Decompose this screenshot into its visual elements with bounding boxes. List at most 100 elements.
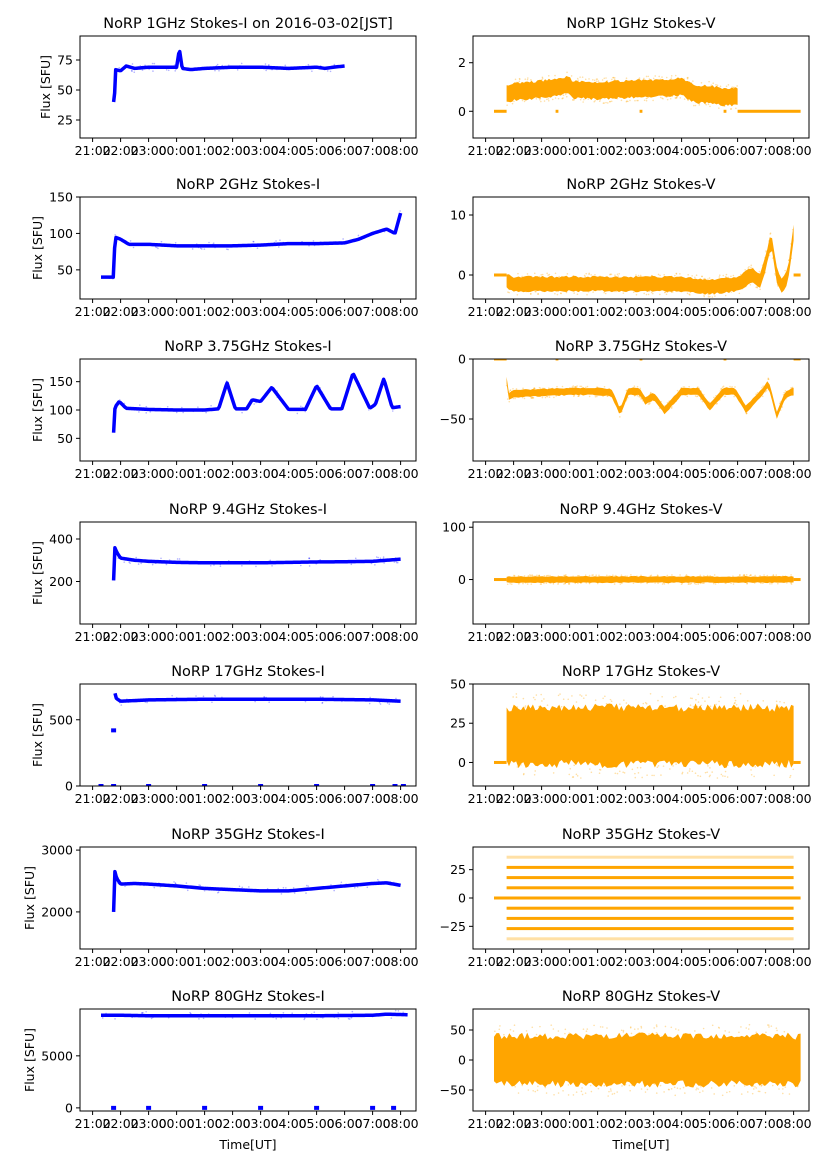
- data-point: [750, 264, 753, 267]
- data-point: [543, 575, 546, 577]
- x-tick-label: 21:00: [75, 791, 111, 806]
- data-point: [624, 1083, 626, 1086]
- data-point: [657, 699, 659, 702]
- data-point: [399, 210, 401, 212]
- data-point: [117, 882, 119, 885]
- data-point: [234, 404, 236, 407]
- data-point: [590, 274, 592, 276]
- data-point: [709, 705, 712, 708]
- data-point: [240, 62, 243, 65]
- data-point: [185, 245, 188, 247]
- y-tick-label: 0: [458, 352, 466, 367]
- data-point: [350, 561, 353, 564]
- data-point: [746, 582, 748, 585]
- data-point: [687, 76, 689, 79]
- data-point: [510, 583, 513, 585]
- data-point: [603, 385, 606, 388]
- data-point: [537, 293, 539, 295]
- data-point: [716, 777, 719, 779]
- outlier-point: [258, 1105, 264, 1110]
- data-point: [525, 1030, 528, 1032]
- data-point: [544, 396, 547, 399]
- data-point: [541, 395, 544, 397]
- data-point: [313, 1011, 316, 1013]
- data-point: [602, 697, 604, 700]
- data-point: [522, 773, 525, 776]
- data-point: [670, 77, 673, 79]
- data-point: [732, 575, 734, 577]
- data-point: [709, 774, 711, 777]
- data-point: [711, 1024, 714, 1027]
- data-point: [139, 65, 142, 67]
- data-point: [617, 1035, 619, 1037]
- data-point: [521, 396, 524, 399]
- data-point: [761, 386, 763, 389]
- data-point: [574, 385, 576, 388]
- y-tick-label: 150: [49, 190, 73, 205]
- data-point: [226, 67, 228, 69]
- data-point: [648, 78, 651, 80]
- data-point: [661, 76, 663, 78]
- data-point: [278, 244, 281, 246]
- x-tick-label: 21:00: [468, 143, 504, 158]
- data-point: [350, 563, 353, 566]
- data-point: [116, 400, 119, 403]
- data-point: [555, 395, 557, 397]
- data-point: [730, 275, 732, 278]
- data-point: [301, 241, 304, 244]
- data-point: [699, 582, 702, 585]
- x-tick-label: 07:00: [355, 791, 391, 806]
- y-tick-label: −50: [440, 412, 466, 427]
- x-tick-label: 22:00: [103, 143, 139, 158]
- data-point: [275, 240, 277, 242]
- data-point: [791, 387, 794, 389]
- data-point: [754, 765, 757, 768]
- data-point: [342, 238, 344, 240]
- data-point: [670, 275, 673, 278]
- data-point: [596, 386, 598, 388]
- data-point: [197, 246, 200, 249]
- data-point: [231, 889, 233, 892]
- data-point: [759, 574, 761, 577]
- data-point: [363, 699, 365, 701]
- data-point: [730, 108, 732, 110]
- data-point: [299, 564, 302, 567]
- data-point: [709, 575, 711, 577]
- x-tick-label: 05:00: [299, 143, 335, 158]
- data-point: [788, 1093, 791, 1095]
- data-point: [248, 66, 251, 68]
- data-point: [150, 1017, 153, 1020]
- data-point: [633, 1028, 636, 1030]
- data-point: [248, 886, 250, 888]
- data-point: [609, 273, 612, 276]
- data-point: [557, 1092, 560, 1094]
- data-point: [602, 102, 605, 104]
- data-point: [167, 1016, 170, 1019]
- data-point: [784, 269, 786, 272]
- data-point: [776, 1029, 778, 1032]
- x-tick-label: 00:00: [552, 629, 588, 644]
- data-point: [542, 387, 544, 390]
- x-tick-label: 21:00: [468, 304, 504, 319]
- data-point: [668, 1088, 670, 1091]
- data-point: [581, 76, 584, 78]
- data-point: [241, 699, 244, 701]
- x-tick-label: 04:00: [664, 304, 700, 319]
- x-tick-label: 03:00: [636, 1116, 672, 1131]
- data-point: [140, 562, 142, 565]
- data-point: [633, 385, 636, 388]
- x-tick-label: 01:00: [187, 791, 223, 806]
- data-point: [226, 248, 228, 250]
- data-point: [665, 76, 668, 79]
- data-point: [759, 288, 761, 291]
- x-tick-label: 22:00: [496, 791, 532, 806]
- data-point: [598, 768, 601, 771]
- data-point: [585, 582, 588, 584]
- data-point: [676, 1087, 679, 1090]
- data-point: [219, 565, 222, 568]
- data-point: [584, 386, 587, 389]
- data-point: [252, 698, 255, 701]
- data-point: [683, 98, 686, 100]
- data-point: [631, 1084, 634, 1087]
- data-point: [506, 398, 509, 400]
